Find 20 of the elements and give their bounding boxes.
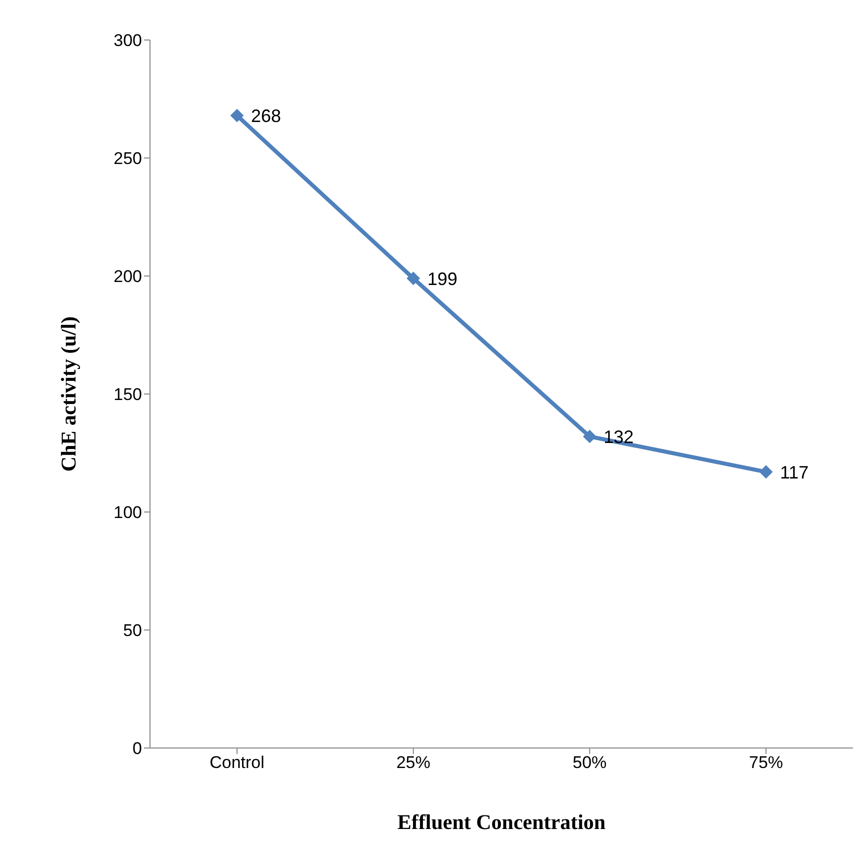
x-tick-label: Control	[210, 753, 264, 772]
data-label: 268	[251, 106, 282, 126]
y-tick-label: 300	[114, 31, 142, 50]
point	[583, 430, 596, 443]
x-tick-label: 25%	[396, 753, 430, 772]
x-tick-label: 75%	[748, 753, 784, 772]
x-axis-title: Effluent Concentration	[397, 810, 606, 834]
data-label: 199	[427, 268, 458, 289]
y-tick-label: 100	[114, 503, 142, 522]
point	[230, 109, 244, 122]
x-tick-label: 50%	[572, 753, 607, 772]
y-tick-label: 50	[123, 621, 142, 640]
y-tick-label: 200	[114, 267, 142, 286]
point	[406, 272, 420, 285]
y-tick-label: 150	[114, 385, 142, 404]
point	[760, 465, 772, 478]
y-tick-label: 250	[114, 149, 142, 168]
y-axis-title: ChE activity (u/l)	[56, 316, 80, 472]
data-label: 117	[780, 462, 809, 482]
y-tick-label: 0	[132, 739, 142, 758]
